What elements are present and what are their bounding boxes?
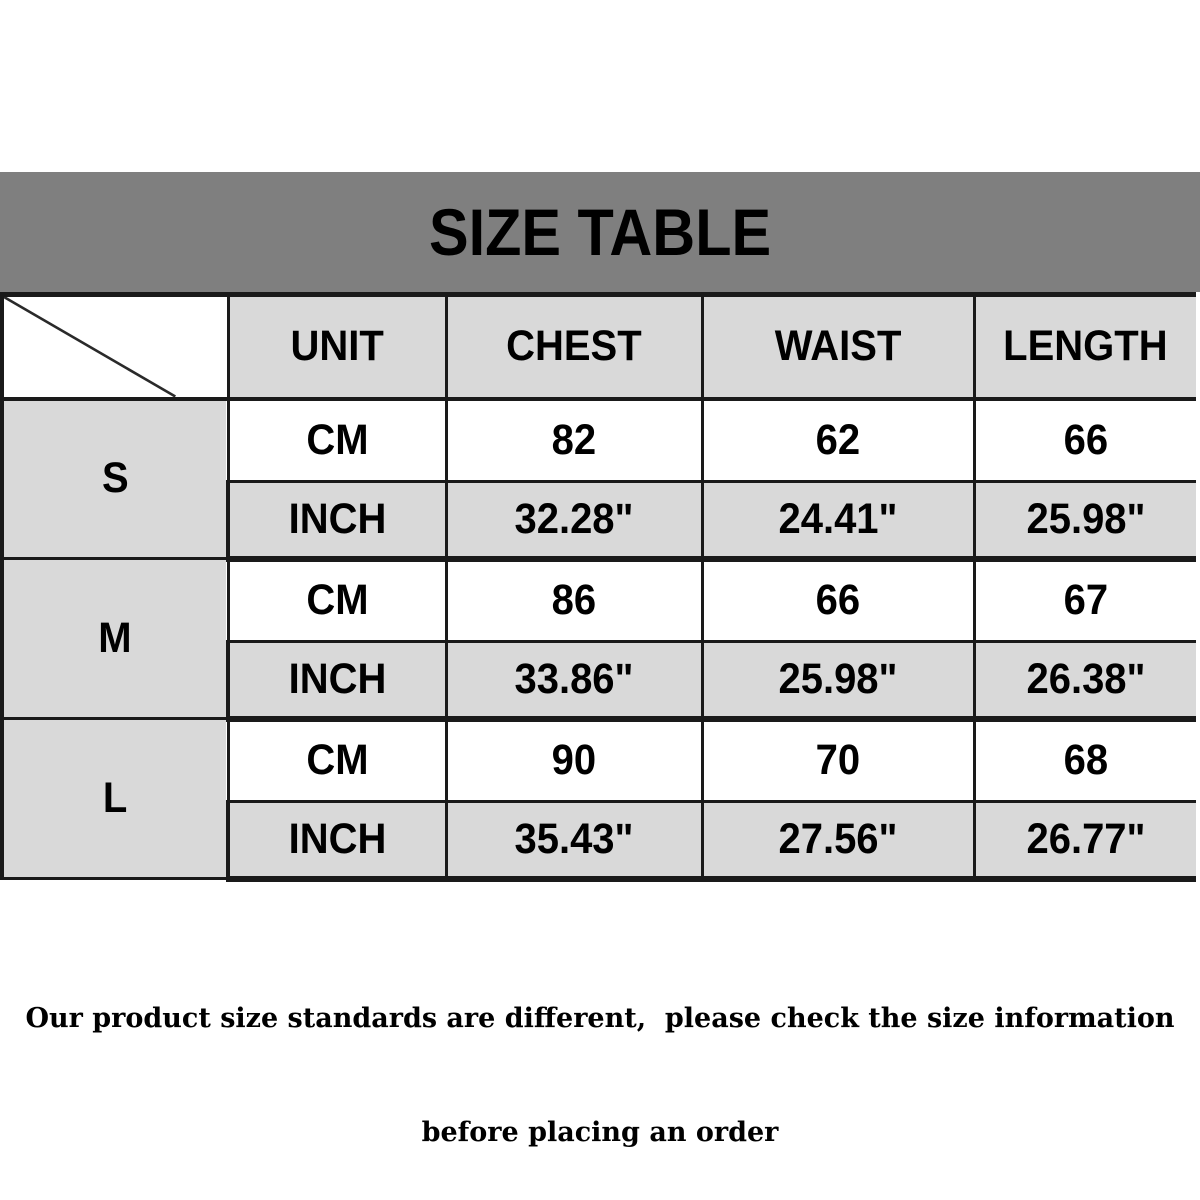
cell-s-cm-chest: 82 <box>444 397 704 483</box>
row-l-inch: INCH 35.43" 27.56" 26.77" <box>2 800 1196 882</box>
cell-l-cm-unit: CM <box>226 717 448 803</box>
row-s-cm: S CM 82 62 66 <box>0 397 1196 560</box>
footer-note-line1: Our product size standards are different… <box>25 1003 1175 1034</box>
header-waist: WAIST <box>700 292 976 401</box>
cell-s-cm-unit: CM <box>226 397 448 483</box>
title-banner: SIZE TABLE <box>0 172 1200 292</box>
cell-l-inch-waist: 27.56" <box>700 800 976 882</box>
cell-m-inch-chest: 33.86" <box>444 640 704 722</box>
footer-note-line2: before placing an order <box>421 1117 779 1148</box>
footer-note: Our product size standards are different… <box>0 924 1200 1190</box>
cell-m-cm-unit: CM <box>226 557 448 643</box>
cell-s-inch-unit: INCH <box>226 480 448 562</box>
header-unit: UNIT <box>226 292 448 401</box>
header-length: LENGTH <box>972 292 1196 401</box>
size-label-m: M <box>0 557 230 720</box>
cell-s-inch-waist: 24.41" <box>700 480 976 562</box>
page-title: SIZE TABLE <box>428 195 772 269</box>
diagonal-line <box>4 297 227 397</box>
cell-m-cm-length: 67 <box>972 557 1196 643</box>
cell-l-inch-chest: 35.43" <box>444 800 704 882</box>
cell-m-cm-chest: 86 <box>444 557 704 643</box>
header-row: UNIT CHEST WAIST LENGTH <box>0 292 1196 401</box>
cell-l-inch-length: 26.77" <box>972 800 1196 882</box>
row-l-cm: L CM 90 70 68 <box>0 717 1196 880</box>
cell-l-cm-waist: 70 <box>700 717 976 803</box>
size-table: UNIT CHEST WAIST LENGTH S CM 82 62 66 IN… <box>0 292 1196 882</box>
row-m-inch: INCH 33.86" 25.98" 26.38" <box>2 640 1196 722</box>
cell-m-inch-length: 26.38" <box>972 640 1196 722</box>
cell-l-inch-unit: INCH <box>226 800 448 882</box>
cell-s-inch-chest: 32.28" <box>444 480 704 562</box>
size-label-s: S <box>0 397 230 560</box>
cell-s-inch-length: 25.98" <box>972 480 1196 562</box>
cell-m-inch-waist: 25.98" <box>700 640 976 722</box>
cell-s-cm-length: 66 <box>972 397 1196 483</box>
cell-l-cm-length: 68 <box>972 717 1196 803</box>
cell-l-cm-chest: 90 <box>444 717 704 803</box>
size-label-l: L <box>0 717 230 880</box>
header-chest: CHEST <box>444 292 704 401</box>
cell-s-cm-waist: 62 <box>700 397 976 483</box>
diagonal-cell <box>0 292 230 401</box>
row-s-inch: INCH 32.28" 24.41" 25.98" <box>2 480 1196 562</box>
cell-m-cm-waist: 66 <box>700 557 976 643</box>
row-m-cm: M CM 86 66 67 <box>0 557 1196 720</box>
cell-m-inch-unit: INCH <box>226 640 448 722</box>
